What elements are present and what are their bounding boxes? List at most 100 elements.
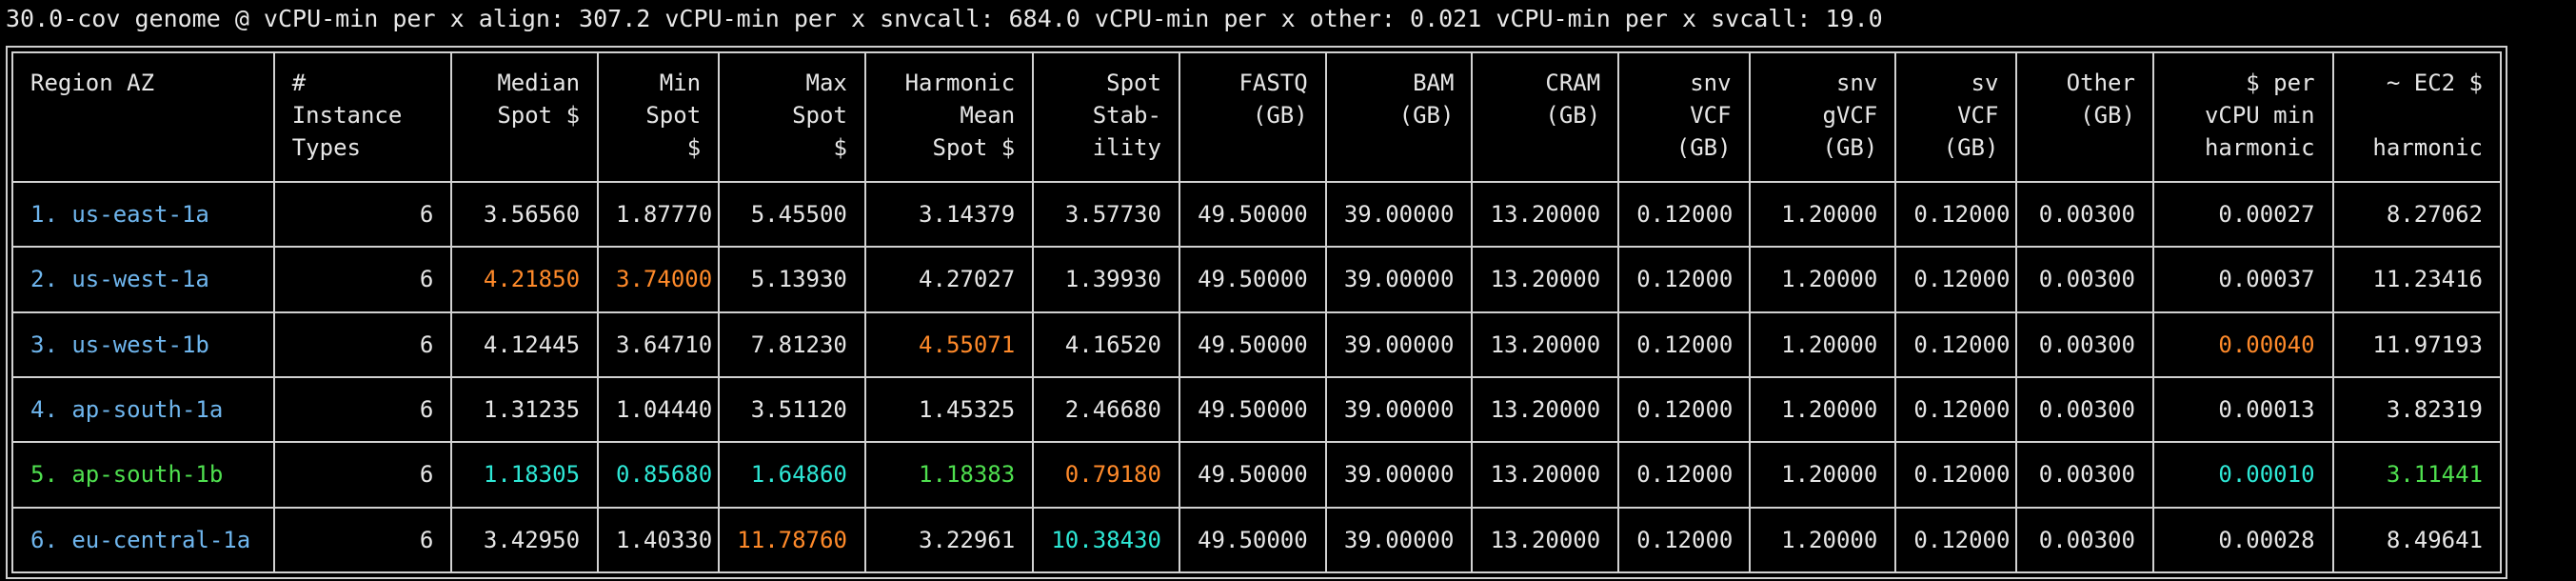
table-cell: 3.56560 [450,180,600,249]
table-cell: 1.31235 [450,375,600,444]
table-cell: 6 [272,441,453,509]
table-cell: 6 [272,311,453,378]
table-cell: 13.20000 [1471,375,1620,444]
table-cell: 1.20000 [1748,246,1897,313]
table-cell: 1.39930 [1032,246,1180,313]
table-cell: 6 [272,180,453,249]
table-cell: 49.50000 [1178,311,1327,378]
table-cell: 39.00000 [1324,180,1474,249]
table-cell: 49.50000 [1178,506,1327,574]
column-header: Spot Stab- ility [1032,51,1180,183]
table-cell: 0.00027 [2151,180,2334,249]
table-cell: 0.12000 [1894,441,2018,509]
table-cell: 3.51120 [718,375,866,444]
table-cell: 3.14379 [863,180,1035,249]
table-cell: 11.97193 [2331,311,2503,378]
table-cell: 0.12000 [1894,246,2018,313]
table-cell: 3.82319 [2331,375,2503,444]
column-header: $ per vCPU min harmonic [2151,51,2334,183]
table-cell: 1.45325 [863,375,1035,444]
table-row: 2. us-west-1a 6 4.21850 3.74000 5.13930 4.270… [11,246,2503,313]
column-header: Median Spot $ [450,51,600,183]
table-cell: 49.50000 [1178,180,1327,249]
table-cell: 1.20000 [1748,506,1897,574]
table-cell: 7.81230 [718,311,866,378]
table-cell: 10.38430 [1032,506,1180,574]
table-cell: 0.12000 [1894,180,2018,249]
table-cell: 0.00013 [2151,375,2334,444]
table-row: 4. ap-south-1a 6 1.31235 1.04440 3.51120 1.45… [11,375,2503,444]
table-cell: 1.20000 [1748,441,1897,509]
table-cell: 1.20000 [1748,375,1897,444]
table-header-row: Region AZ # Instance Types Median Spot $… [11,51,2503,183]
table-cell: 4.16520 [1032,311,1180,378]
table-cell: 5.13930 [718,246,866,313]
table-cell: 4.12445 [450,311,600,378]
column-header: ~ EC2 $ harmonic [2331,51,2503,183]
table-cell: 0.12000 [1617,506,1751,574]
column-header: Region AZ [11,51,275,183]
table-cell: 39.00000 [1324,246,1474,313]
table-cell: 5.45500 [718,180,866,249]
table-cell: 0.85680 [597,441,721,509]
table-row: 3. us-west-1b 6 4.12445 3.64710 7.81230 4.550… [11,311,2503,378]
table-cell: 13.20000 [1471,311,1620,378]
table-cell: 0.00300 [2015,506,2154,574]
results-table-frame: Region AZ # Instance Types Median Spot $… [6,46,2507,579]
table-cell: 49.50000 [1178,375,1327,444]
region-cell: 6. eu-central-1a [11,506,275,574]
table-cell: 0.00028 [2151,506,2334,574]
table-cell: 39.00000 [1324,375,1474,444]
table-cell: 1.18383 [863,441,1035,509]
table-cell: 6 [272,246,453,313]
column-header: Max Spot $ [718,51,866,183]
table-cell: 0.00037 [2151,246,2334,313]
table-cell: 0.00010 [2151,441,2334,509]
column-header: BAM (GB) [1324,51,1474,183]
column-header: FASTQ (GB) [1178,51,1327,183]
table-cell: 0.00040 [2151,311,2334,378]
table-cell: 13.20000 [1471,441,1620,509]
region-cell: 3. us-west-1b [11,311,275,378]
table-cell: 39.00000 [1324,311,1474,378]
table-cell: 1.87770 [597,180,721,249]
header-summary-line: 30.0-cov genome @ vCPU-min per x align: … [6,5,1883,32]
table-cell: 2.46680 [1032,375,1180,444]
column-header: # Instance Types [272,51,453,183]
table-cell: 0.12000 [1617,441,1751,509]
table-cell: 3.22961 [863,506,1035,574]
table-cell: 0.00300 [2015,246,2154,313]
table-cell: 3.11441 [2331,441,2503,509]
region-cell: 2. us-west-1a [11,246,275,313]
table-cell: 0.12000 [1894,506,2018,574]
column-header: Min Spot $ [597,51,721,183]
column-header: snv VCF (GB) [1617,51,1751,183]
table-cell: 13.20000 [1471,246,1620,313]
table-cell: 1.18305 [450,441,600,509]
column-header: CRAM (GB) [1471,51,1620,183]
table-cell: 0.12000 [1617,180,1751,249]
table-row: 5. ap-south-1b 6 1.18305 0.85680 1.64860 1.18… [11,441,2503,509]
column-header: snv gVCF (GB) [1748,51,1897,183]
table-cell: 13.20000 [1471,180,1620,249]
table-cell: 3.57730 [1032,180,1180,249]
table-cell: 0.12000 [1617,375,1751,444]
table-cell: 13.20000 [1471,506,1620,574]
table-cell: 1.04440 [597,375,721,444]
region-cell: 5. ap-south-1b [11,441,275,509]
column-header: sv VCF (GB) [1894,51,2018,183]
table-body: 1. us-east-1a 6 3.56560 1.87770 5.45500 3.143… [11,180,2503,574]
table-cell: 49.50000 [1178,246,1327,313]
table-cell: 0.00300 [2015,180,2154,249]
spot-pricing-table: Region AZ # Instance Types Median Spot $… [11,51,2503,574]
table-cell: 0.12000 [1617,311,1751,378]
table-cell: 1.20000 [1748,311,1897,378]
table-cell: 11.78760 [718,506,866,574]
table-cell: 39.00000 [1324,441,1474,509]
table-cell: 3.42950 [450,506,600,574]
table-cell: 0.12000 [1617,246,1751,313]
table-cell: 4.55071 [863,311,1035,378]
table-cell: 1.64860 [718,441,866,509]
table-cell: 0.00300 [2015,311,2154,378]
table-cell: 1.40330 [597,506,721,574]
